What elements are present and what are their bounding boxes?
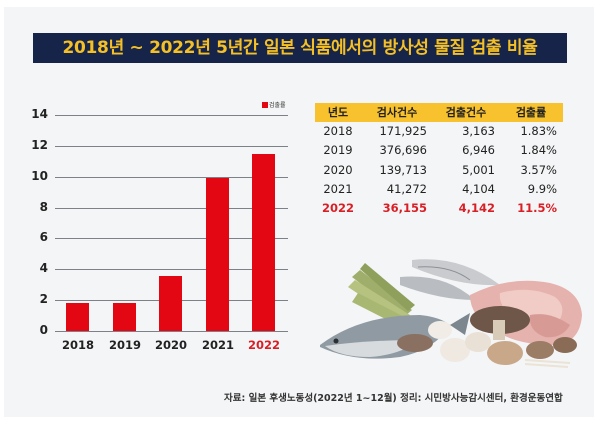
bar-2022	[252, 154, 275, 331]
header-detections: 검출건수	[445, 106, 487, 119]
cell-rate: 11.5%	[517, 201, 557, 216]
gridline	[55, 146, 288, 147]
gridline	[55, 177, 288, 178]
gridline	[55, 269, 288, 270]
food-illustration-icon	[320, 259, 582, 368]
cell-rate: 1.84%	[520, 143, 557, 158]
bar-2020	[159, 276, 182, 331]
y-tick: 12	[31, 138, 48, 152]
y-tick: 0	[39, 323, 48, 337]
table-row: 2021 41,272 4,104 9.9%	[315, 180, 563, 199]
table-row-highlight: 2022 36,155 4,142 11.5%	[315, 199, 563, 218]
cell-inspections: 36,155	[382, 201, 427, 216]
cell-rate: 1.83%	[520, 124, 557, 138]
data-table: 년도 검사건수 검출건수 검출률 2018 171,925 3,163 1.83…	[315, 103, 563, 218]
table-row: 2019 376,696 6,946 1.84%	[315, 141, 563, 160]
x-axis-line	[55, 331, 288, 332]
x-tick: 2020	[154, 338, 187, 352]
gridline	[55, 115, 288, 116]
cell-year: 2018	[323, 124, 353, 138]
cell-inspections: 41,272	[386, 181, 427, 196]
legend-label: 검출률	[269, 102, 286, 109]
bar-2018	[66, 303, 89, 331]
header-year: 년도	[327, 106, 349, 119]
cell-detections: 4,142	[458, 201, 495, 216]
cell-detections: 6,946	[462, 143, 495, 158]
cell-detections: 3,163	[462, 124, 495, 138]
y-tick: 14	[31, 107, 48, 121]
y-tick: 6	[39, 230, 48, 244]
source-caption: 자료: 일본 후생노동성(2022년 1~12월) 정리: 시민방사능감시센터,…	[224, 393, 563, 404]
cell-inspections: 171,925	[379, 124, 427, 138]
gridline	[55, 238, 288, 239]
table-row: 2020 139,713 5,001 3.57%	[315, 161, 563, 180]
y-tick: 10	[31, 169, 48, 183]
legend-swatch-icon	[262, 101, 268, 108]
chart-legend: 검출률	[262, 100, 286, 109]
x-tick: 2019	[108, 338, 141, 352]
cell-year: 2021	[323, 181, 353, 196]
cell-rate: 3.57%	[520, 162, 557, 177]
bar-chart: 검출률 14 12 10 8 6 4 2 0 2018 2019 2020 20…	[0, 0, 300, 360]
header-rate: 검출률	[515, 106, 547, 119]
gridline	[55, 208, 288, 209]
y-tick: 4	[39, 261, 48, 275]
mushrooms-icon	[397, 306, 577, 368]
table-header: 년도 검사건수 검출건수 검출률	[315, 103, 563, 122]
y-tick: 8	[39, 200, 48, 214]
y-tick: 2	[39, 292, 48, 306]
cell-inspections: 139,713	[379, 162, 427, 177]
cell-year: 2019	[323, 143, 353, 158]
table-row: 2018 171,925 3,163 1.83%	[315, 122, 563, 141]
page-title: 2018년 ~ 2022년 5년간 일본 식품에서의 방사성 물질 검출 비율	[33, 33, 567, 63]
cell-year: 2022	[321, 201, 354, 216]
cell-rate: 9.9%	[527, 181, 557, 196]
bar-2019	[113, 303, 136, 331]
header-inspections: 검사건수	[376, 106, 418, 119]
cell-year: 2020	[323, 162, 353, 177]
cell-detections: 4,104	[462, 181, 495, 196]
x-tick: 2018	[61, 338, 94, 352]
cell-inspections: 376,696	[379, 143, 427, 158]
small-fish-icon	[400, 259, 500, 300]
x-tick: 2021	[201, 338, 234, 352]
x-tick-highlight: 2022	[247, 338, 280, 352]
bar-2021	[206, 178, 229, 331]
cell-detections: 5,001	[462, 162, 495, 177]
